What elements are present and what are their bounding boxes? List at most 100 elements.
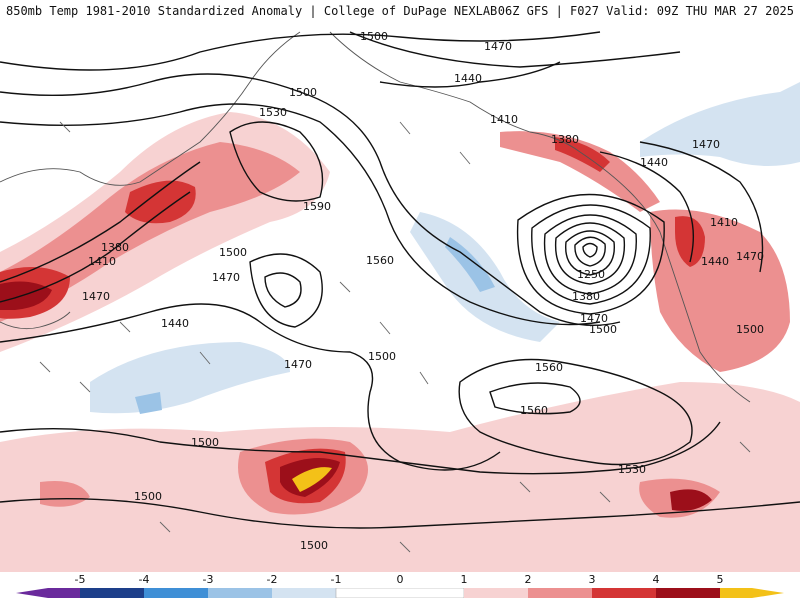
- contour-label: 1440: [701, 255, 729, 268]
- low-ring-1: [582, 242, 598, 258]
- contour-label: 1250: [577, 268, 605, 281]
- contour-inner-high: [264, 272, 302, 308]
- colorbar-segment-pos3: [592, 588, 656, 598]
- legend-tick-label: 5: [716, 573, 724, 586]
- contour-label: 1500: [736, 323, 764, 336]
- contour-1560-south: [458, 358, 693, 466]
- low-ring-4: [554, 222, 626, 285]
- colorbar-segment-pos1: [464, 588, 528, 598]
- colorbar-segment-neg5b: [48, 588, 80, 598]
- product-title: 850mb Temp 1981-2010 Standardized Anomal…: [6, 4, 498, 18]
- contour-label: 1500: [368, 350, 396, 363]
- anomaly-shading: [0, 82, 800, 572]
- contour-1410-west: [0, 161, 201, 283]
- contour-ring-high: [249, 253, 323, 328]
- colorbar-segment-pos5: [720, 588, 752, 598]
- colorbar-segment-neg3: [144, 588, 208, 598]
- contour-label: 1410: [88, 255, 116, 268]
- positive-anomaly-south-peak: [292, 467, 332, 492]
- contour-label: 1560: [520, 404, 548, 417]
- contour-1590-high: [229, 121, 324, 202]
- colorbar-segment-neg2: [208, 588, 272, 598]
- legend-tick-label: 4: [652, 573, 660, 586]
- contour-1530: [0, 103, 601, 326]
- contour-label: 1380: [101, 241, 129, 254]
- colorbar-segment-neg1: [272, 588, 336, 598]
- colorbar-segment-pos4: [656, 588, 720, 598]
- legend-tick-label: -4: [138, 573, 150, 586]
- negative-anomaly-sw-core: [135, 392, 162, 414]
- colorbar-segment-neg5: [16, 588, 48, 598]
- contour-label: 1440: [454, 72, 482, 85]
- contour-label: 1380: [551, 133, 579, 146]
- legend-tick-label: -2: [266, 573, 278, 586]
- contour-1470-east: [639, 141, 764, 273]
- contour-1440-east: [599, 151, 695, 263]
- anomaly-map[interactable]: 1500 1470 1440 1500 1530 1410 1380 1440 …: [0, 22, 800, 572]
- contour-label: 1500: [300, 539, 328, 552]
- contour-label: 1470: [82, 290, 110, 303]
- colorbar-segment-neg4: [80, 588, 144, 598]
- anomaly-legend: -5 -4 -3 -2 -1 0 1 2 3 4 5: [0, 572, 800, 600]
- positive-anomaly-w-extreme: [0, 281, 52, 310]
- contour-label: 1500: [191, 436, 219, 449]
- positive-anomaly-south: [0, 382, 800, 572]
- japan-coastline: [0, 311, 71, 330]
- contour-label: 1530: [259, 106, 287, 119]
- negative-anomaly-sw: [90, 342, 290, 414]
- contour-1470-north: [349, 31, 681, 68]
- contour-label: 1410: [710, 216, 738, 229]
- header-bar: 850mb Temp 1981-2010 Standardized Anomal…: [0, 0, 800, 22]
- positive-anomaly-alaska: [500, 131, 660, 212]
- contour-1500-south: [0, 421, 721, 475]
- contour-1560-south-inner: [489, 382, 581, 415]
- low-ring-5: [543, 214, 637, 295]
- low-ring-3: [565, 230, 615, 276]
- contour-label: 1470: [284, 358, 312, 371]
- contour-1500-bottom: [0, 497, 800, 529]
- contour-label: 1380: [572, 290, 600, 303]
- positive-anomaly-se-extreme: [670, 489, 712, 511]
- contour-label: 1440: [161, 317, 189, 330]
- contour-label: 1500: [360, 30, 388, 43]
- negative-anomaly-ne: [640, 82, 800, 166]
- coastlines: [0, 31, 751, 403]
- contour-label: 1470: [484, 40, 512, 53]
- contour-labels: 1500 1470 1440 1500 1530 1410 1380 1440 …: [82, 30, 764, 552]
- model-valid-time: 06Z GFS | F027 Valid: 09Z THU MAR 27 202…: [497, 4, 794, 18]
- contour-label: 1590: [303, 200, 331, 213]
- colorbar-segment-pos5-tip: [752, 588, 784, 598]
- positive-anomaly-east-high: [675, 216, 705, 267]
- height-contours: [0, 31, 800, 529]
- contour-label: 1470: [212, 271, 240, 284]
- north-america-coastline: [329, 31, 751, 403]
- contour-1500-main: [0, 73, 621, 326]
- wind-barbs: [39, 121, 751, 553]
- contour-1440-north: [379, 61, 561, 88]
- contour-label: 1410: [490, 113, 518, 126]
- contour-label: 1470: [692, 138, 720, 151]
- contour-label: 1470: [580, 312, 608, 325]
- low-ring-7: [516, 193, 665, 315]
- positive-anomaly-nw-high: [125, 180, 196, 224]
- contour-1500-north: [0, 31, 601, 71]
- legend-tick-label: -3: [202, 573, 214, 586]
- asia-coastline: [0, 31, 301, 186]
- colorbar-segment-neutral: [335, 588, 465, 598]
- contour-label: 1500: [289, 86, 317, 99]
- legend-tick-label: 3: [588, 573, 596, 586]
- legend-tick-label: -5: [74, 573, 86, 586]
- contour-label: 1560: [535, 361, 563, 374]
- contour-label: 1500: [589, 323, 617, 336]
- contour-1380-west: [0, 191, 191, 303]
- contour-label: 1500: [134, 490, 162, 503]
- positive-anomaly-nw-mid: [0, 142, 300, 322]
- contour-label: 1440: [640, 156, 668, 169]
- low-ring-2: [574, 236, 606, 267]
- contour-label: 1530: [618, 463, 646, 476]
- colorbar: [16, 588, 784, 598]
- contour-label: 1500: [219, 246, 247, 259]
- legend-tick-label: -1: [330, 573, 342, 586]
- legend-tick-label: 2: [524, 573, 532, 586]
- legend-tick-label: 0: [396, 573, 404, 586]
